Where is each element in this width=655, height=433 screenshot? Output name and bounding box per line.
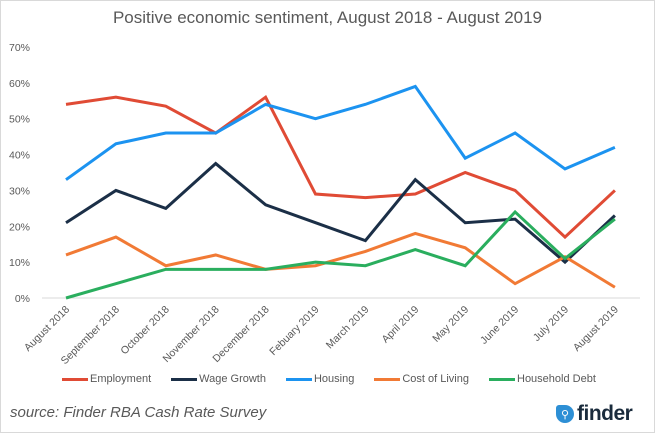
legend-swatch bbox=[62, 377, 88, 381]
y-tick-label: 20% bbox=[9, 221, 30, 233]
x-tick-label: August 2019 bbox=[571, 304, 621, 354]
legend-label: Household Debt bbox=[517, 373, 596, 385]
series-line-cost-of-living bbox=[65, 231, 616, 289]
x-tick-label: Febuary 2019 bbox=[267, 304, 321, 358]
legend-item: Household Debt bbox=[489, 373, 596, 385]
logo-text: finder bbox=[577, 402, 633, 425]
x-tick-label: April 2019 bbox=[380, 304, 422, 346]
legend: Employment Wage Growth Housing Cost of Livi… bbox=[62, 373, 616, 385]
y-tick-label: 10% bbox=[9, 257, 30, 269]
x-tick-label: June 2019 bbox=[478, 304, 521, 347]
legend-swatch bbox=[285, 377, 312, 381]
legend-item: Wage Growth bbox=[171, 373, 266, 385]
series-line-employment bbox=[65, 94, 616, 240]
y-tick-label: 50% bbox=[9, 114, 30, 126]
source-note: source: Finder RBA Cash Rate Survey bbox=[10, 404, 267, 421]
y-tick-label: 60% bbox=[9, 78, 30, 90]
legend-label: Housing bbox=[313, 373, 355, 385]
y-tick-label: 40% bbox=[9, 150, 30, 162]
x-tick-label: August 2018 bbox=[22, 304, 72, 354]
chart-title: Positive economic sentiment, August 2018… bbox=[112, 8, 543, 27]
legend-swatch bbox=[489, 377, 515, 381]
y-tick-label: 70% bbox=[9, 42, 30, 54]
x-tick-label: October 2018 bbox=[118, 304, 172, 358]
series-line-household-debt bbox=[65, 209, 616, 300]
legend-label: Cost of Living bbox=[402, 373, 469, 385]
legend-label: Wage Growth bbox=[199, 373, 266, 385]
search-icon: ⚲ bbox=[556, 405, 574, 423]
series-line-housing bbox=[65, 84, 616, 181]
series-lines bbox=[65, 84, 616, 300]
x-tick-label: May 2019 bbox=[430, 304, 471, 345]
legend-swatch bbox=[374, 377, 401, 381]
finder-logo: ⚲ finder bbox=[556, 402, 633, 426]
legend-item: Housing bbox=[285, 373, 355, 385]
series-line-wage-growth bbox=[65, 161, 616, 265]
y-tick-label: 30% bbox=[9, 185, 30, 197]
legend-item: Cost of Living bbox=[374, 373, 469, 385]
y-axis: 0% 10% 20% 30% 40% 50% 60% 70% bbox=[9, 42, 30, 305]
x-tick-label: July 2019 bbox=[531, 304, 571, 344]
legend-item: Employment bbox=[62, 373, 151, 385]
x-tick-label: March 2019 bbox=[324, 304, 372, 352]
legend-label: Employment bbox=[90, 373, 152, 385]
y-tick-label: 0% bbox=[15, 293, 30, 305]
legend-swatch bbox=[171, 377, 198, 381]
